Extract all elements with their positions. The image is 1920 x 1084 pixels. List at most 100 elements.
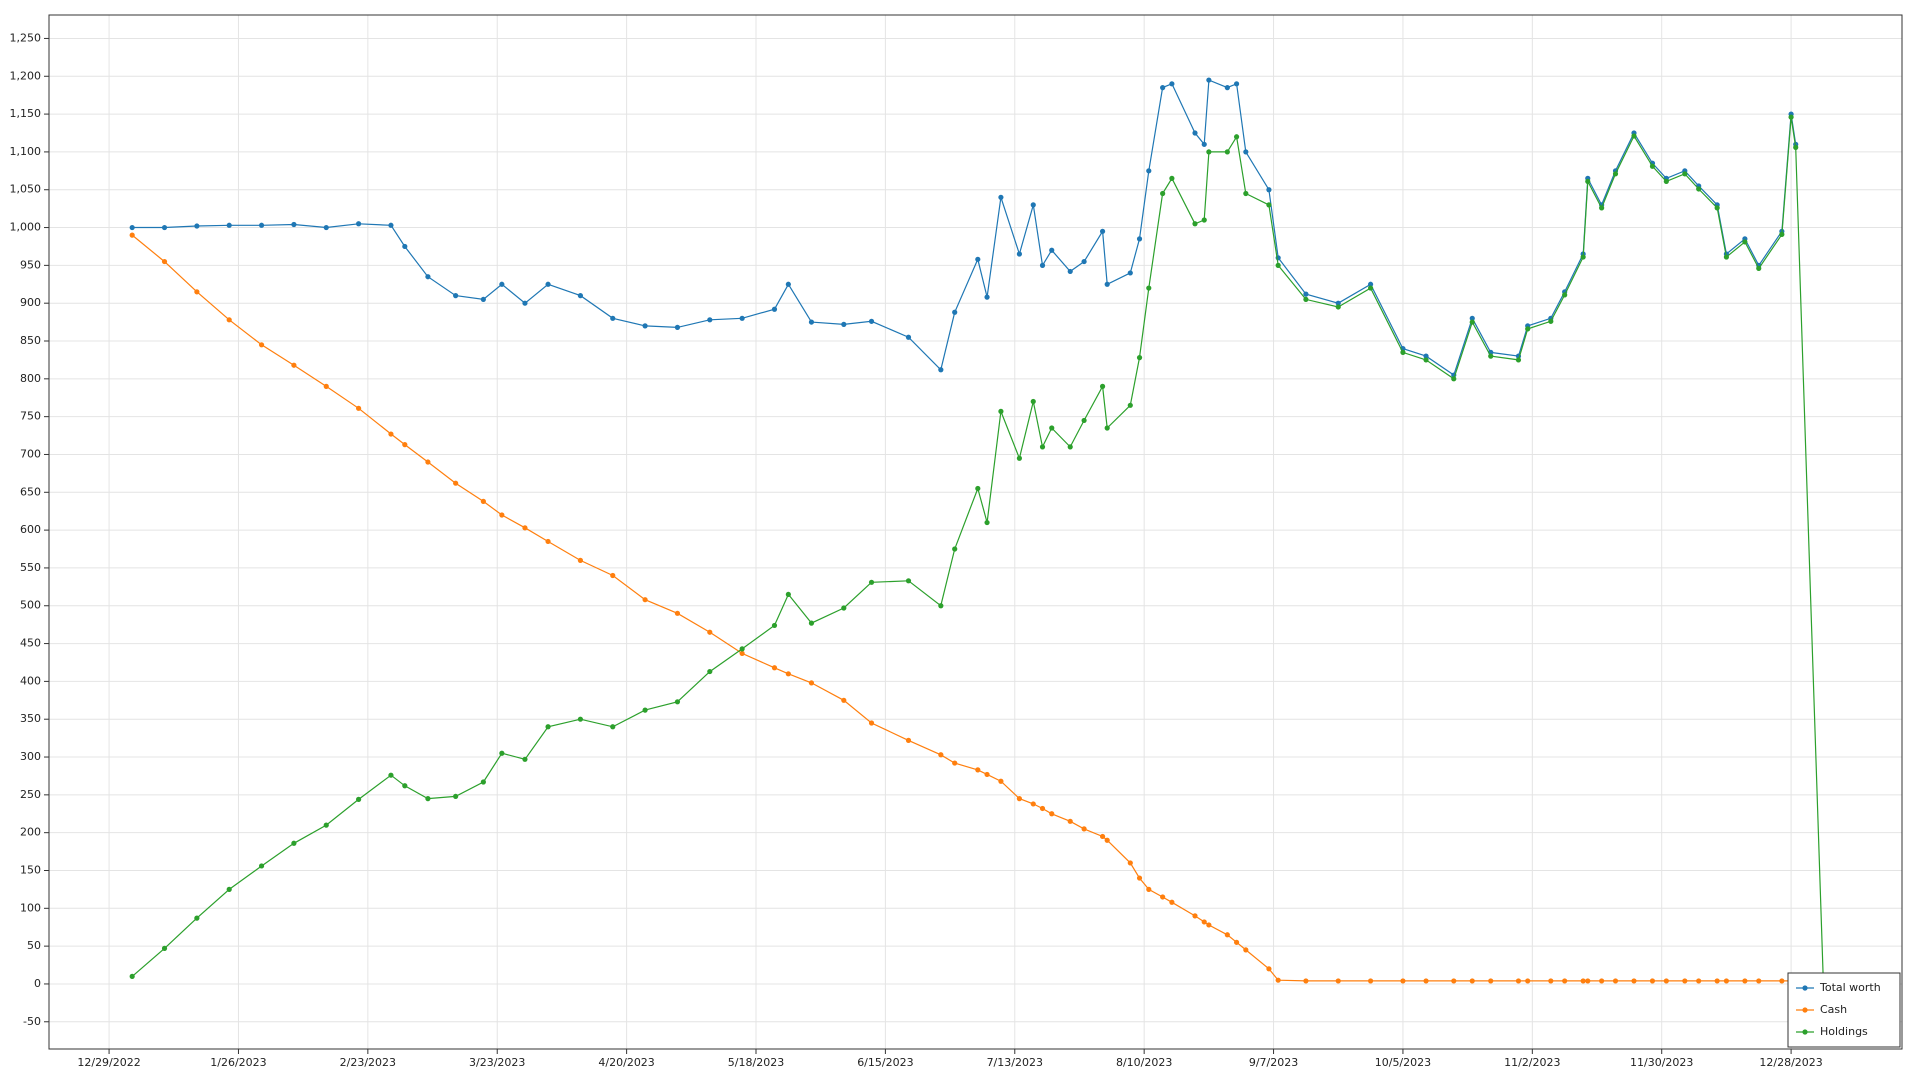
data-point (1488, 978, 1494, 984)
data-point (984, 294, 990, 300)
data-point (1099, 228, 1106, 234)
data-point (998, 194, 1004, 200)
data-point (868, 720, 875, 726)
x-tick-label: 12/29/2022 (77, 1056, 140, 1069)
data-point (545, 281, 551, 287)
data-point (707, 629, 713, 635)
data-point (1423, 978, 1429, 984)
x-tick-label: 10/5/2023 (1375, 1056, 1431, 1069)
data-point (226, 222, 232, 228)
data-point (841, 605, 847, 611)
y-tick-label: 1,150 (10, 107, 42, 120)
data-point (785, 281, 791, 287)
data-point (1548, 318, 1554, 324)
x-tick-label: 4/20/2023 (598, 1056, 654, 1069)
data-point (610, 572, 616, 579)
y-tick-label: 550 (20, 561, 41, 574)
data-point (1016, 251, 1022, 257)
data-point (1266, 187, 1272, 193)
data-point (480, 779, 486, 785)
data-point (1631, 978, 1637, 984)
data-point (610, 724, 616, 730)
data-point (642, 707, 648, 713)
data-point (1136, 875, 1143, 881)
data-point (1585, 178, 1591, 185)
data-point (1039, 262, 1046, 268)
data-point (1663, 978, 1669, 984)
data-point (356, 221, 362, 227)
data-point (1266, 966, 1272, 972)
legend: Total worth Cash Holdings (1787, 972, 1901, 1048)
data-point (1303, 291, 1309, 297)
data-point (1303, 978, 1309, 984)
data-point (1548, 978, 1554, 984)
data-point (905, 334, 912, 340)
data-point (1146, 168, 1152, 174)
data-point (674, 324, 681, 330)
data-point (771, 665, 778, 671)
data-point (998, 408, 1004, 414)
data-point (1233, 939, 1240, 945)
data-point (1367, 285, 1374, 291)
data-point (785, 671, 791, 677)
x-tick-label: 11/30/2023 (1630, 1056, 1693, 1069)
data-point (453, 293, 459, 299)
data-point (841, 697, 847, 703)
data-point (226, 317, 232, 323)
data-point (1099, 383, 1106, 389)
data-point (1169, 899, 1175, 905)
data-point (522, 300, 528, 306)
data-point (808, 680, 815, 686)
data-point (1146, 285, 1152, 291)
data-point (1682, 978, 1688, 984)
data-point (1224, 85, 1230, 91)
data-point (1423, 357, 1429, 363)
data-point (1081, 826, 1087, 832)
data-point (161, 224, 168, 231)
data-point (1335, 978, 1341, 984)
data-point (1631, 133, 1637, 139)
data-point (1104, 837, 1110, 843)
data-point (258, 222, 265, 228)
data-point (194, 289, 200, 295)
data-point (499, 512, 505, 518)
legend-label: Holdings (1820, 1025, 1868, 1038)
data-point (1580, 254, 1586, 260)
data-point (1201, 141, 1207, 147)
data-point (323, 224, 329, 231)
x-tick-label: 12/28/2023 (1759, 1056, 1822, 1069)
data-point (577, 716, 584, 722)
data-point (194, 223, 200, 229)
data-point (545, 724, 551, 730)
data-point (323, 383, 329, 389)
y-tick-label: 650 (20, 485, 41, 498)
data-point (1224, 149, 1230, 155)
data-point (1367, 978, 1374, 984)
data-point (1742, 978, 1748, 984)
data-point (952, 760, 958, 766)
data-point (522, 756, 528, 762)
data-point (291, 362, 297, 368)
data-point (291, 221, 297, 228)
data-point (1585, 978, 1591, 984)
data-point (984, 771, 990, 778)
data-point (808, 620, 815, 626)
data-point (1779, 231, 1785, 237)
data-point (1488, 353, 1494, 359)
data-point (161, 945, 168, 951)
data-point (1451, 376, 1457, 382)
x-tick-label: 11/2/2023 (1504, 1056, 1560, 1069)
data-point (1649, 978, 1656, 984)
data-point (1127, 270, 1133, 276)
data-point (1682, 171, 1688, 177)
data-point (1192, 130, 1198, 136)
data-point (1400, 978, 1406, 984)
series-layer (129, 77, 1827, 987)
x-tick-label: 3/23/2023 (469, 1056, 525, 1069)
data-point (1192, 913, 1198, 919)
data-point (998, 778, 1004, 784)
data-point (1525, 326, 1531, 332)
x-tick-label: 9/7/2023 (1249, 1056, 1298, 1069)
data-point (739, 646, 745, 652)
